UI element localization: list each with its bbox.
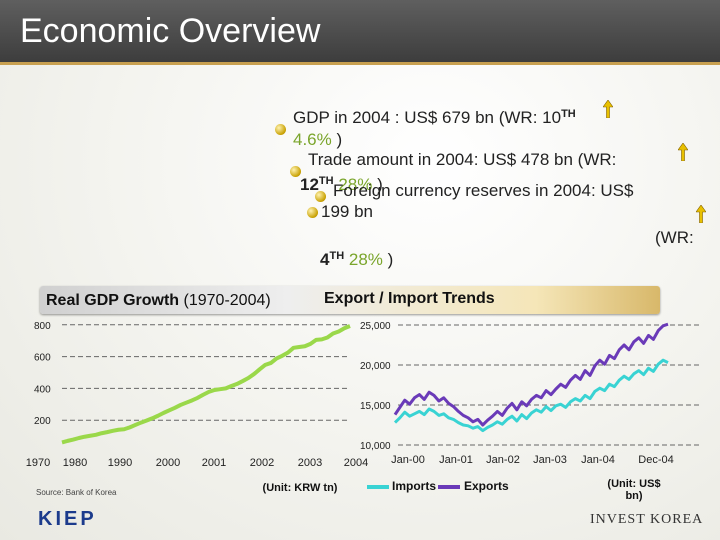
legend-imports-label: Imports bbox=[392, 479, 437, 493]
gdp-series-line bbox=[61, 324, 351, 445]
legend-exports-label: Exports bbox=[464, 479, 509, 493]
trade-close: ) bbox=[377, 175, 383, 194]
page-title: Economic Overview bbox=[20, 12, 321, 50]
trade-y-tick-label: 10,000 bbox=[360, 441, 391, 452]
trade-statement: Trade amount in 2004: US$ 478 bn (WR: bbox=[308, 150, 617, 169]
chart-header-band bbox=[40, 286, 660, 314]
trade-x-tick-label: Jan-00 bbox=[391, 454, 425, 466]
gdp-statement: GDP in 2004 : US$ 679 bn (WR: 10TH bbox=[293, 108, 576, 128]
trade-x-tick-label: Jan-04 bbox=[581, 454, 615, 466]
trade-y-tick-label: 25,000 bbox=[360, 321, 391, 332]
trade-x-tick-label: Jan-01 bbox=[439, 454, 473, 466]
bullet-icon bbox=[275, 124, 286, 135]
imports-series-line bbox=[393, 358, 669, 433]
legend-imports-swatch bbox=[367, 485, 389, 489]
gdp-x-tick-label: 1990 bbox=[108, 457, 132, 469]
trade-rank-suffix: TH bbox=[318, 175, 334, 187]
trade-x-tick-label: Jan-02 bbox=[486, 454, 520, 466]
trade-growth-value: 28% bbox=[338, 175, 373, 194]
bullet-icon bbox=[290, 166, 301, 177]
gdp-y-tick-label: 400 bbox=[34, 384, 51, 395]
kiep-logo: KIEP bbox=[38, 508, 97, 530]
source-note: Source: Bank of Korea bbox=[36, 488, 117, 497]
gdp-x-tick-label: 1980 bbox=[63, 457, 87, 469]
gdp-x-tick-label: 2000 bbox=[156, 457, 180, 469]
trade-y-tick-label: 20,000 bbox=[360, 361, 391, 372]
trade-rank-line: 12TH 28% ) bbox=[300, 175, 383, 195]
fx-rank-line: 4TH 28% ) bbox=[320, 250, 393, 270]
gdp-unit-note: (Unit: KRW tn) bbox=[262, 482, 338, 494]
gdp-growth-value: 4.6% bbox=[293, 130, 332, 149]
fx-rank: 4 bbox=[320, 250, 330, 269]
gdp-x-tick-label: 1970 bbox=[26, 457, 50, 469]
trade-x-tick-label: Dec-04 bbox=[638, 454, 673, 466]
gdp-x-tick-label: 2003 bbox=[298, 457, 322, 469]
up-arrow-icon bbox=[696, 205, 706, 223]
exports-series-line bbox=[393, 322, 669, 427]
legend-exports-swatch bbox=[438, 485, 460, 489]
trade-x-tick-label: Jan-03 bbox=[533, 454, 567, 466]
fx-wr-label: (WR: bbox=[655, 228, 694, 247]
bullet-icon bbox=[315, 191, 326, 202]
gdp-rank-suffix: TH bbox=[561, 108, 576, 120]
fx-growth-value: 28% bbox=[348, 250, 383, 269]
up-arrow-icon bbox=[603, 100, 613, 118]
fx-close: ) bbox=[387, 250, 394, 269]
gdp-x-tick-label: 2004 bbox=[344, 457, 368, 469]
gdp-text: GDP in 2004 : US$ 679 bn (WR: 10 bbox=[293, 108, 562, 127]
fx-statement: Foreign currency reserves in 2004: US$ bbox=[333, 181, 634, 200]
gdp-close: ) bbox=[336, 130, 343, 149]
trade-unit-note: (Unit: US$ bn) bbox=[607, 478, 661, 502]
gdp-x-tick-label: 2001 bbox=[202, 457, 226, 469]
gdp-y-tick-label: 600 bbox=[34, 353, 51, 364]
gdp-growth-line: 4.6% ) bbox=[293, 130, 342, 150]
title-bar: Economic Overview bbox=[0, 0, 720, 65]
trade-rank: 12 bbox=[300, 175, 319, 194]
up-arrow-icon bbox=[678, 143, 688, 161]
trade-chart-title: Export / Import Trends bbox=[324, 290, 495, 307]
invest-korea-logo: INVEST KOREA bbox=[590, 512, 704, 527]
gdp-x-tick-label: 2002 bbox=[250, 457, 274, 469]
fx-amount: 199 bn bbox=[321, 202, 373, 221]
fx-rank-suffix: TH bbox=[329, 250, 345, 262]
gdp-y-tick-label: 800 bbox=[34, 321, 51, 332]
bullet-icon bbox=[307, 207, 318, 218]
gdp-chart-title: Real GDP Growth (1970-2004) bbox=[46, 292, 271, 309]
trade-y-tick-label: 15,000 bbox=[360, 401, 391, 412]
gdp-y-tick-label: 200 bbox=[34, 416, 51, 427]
